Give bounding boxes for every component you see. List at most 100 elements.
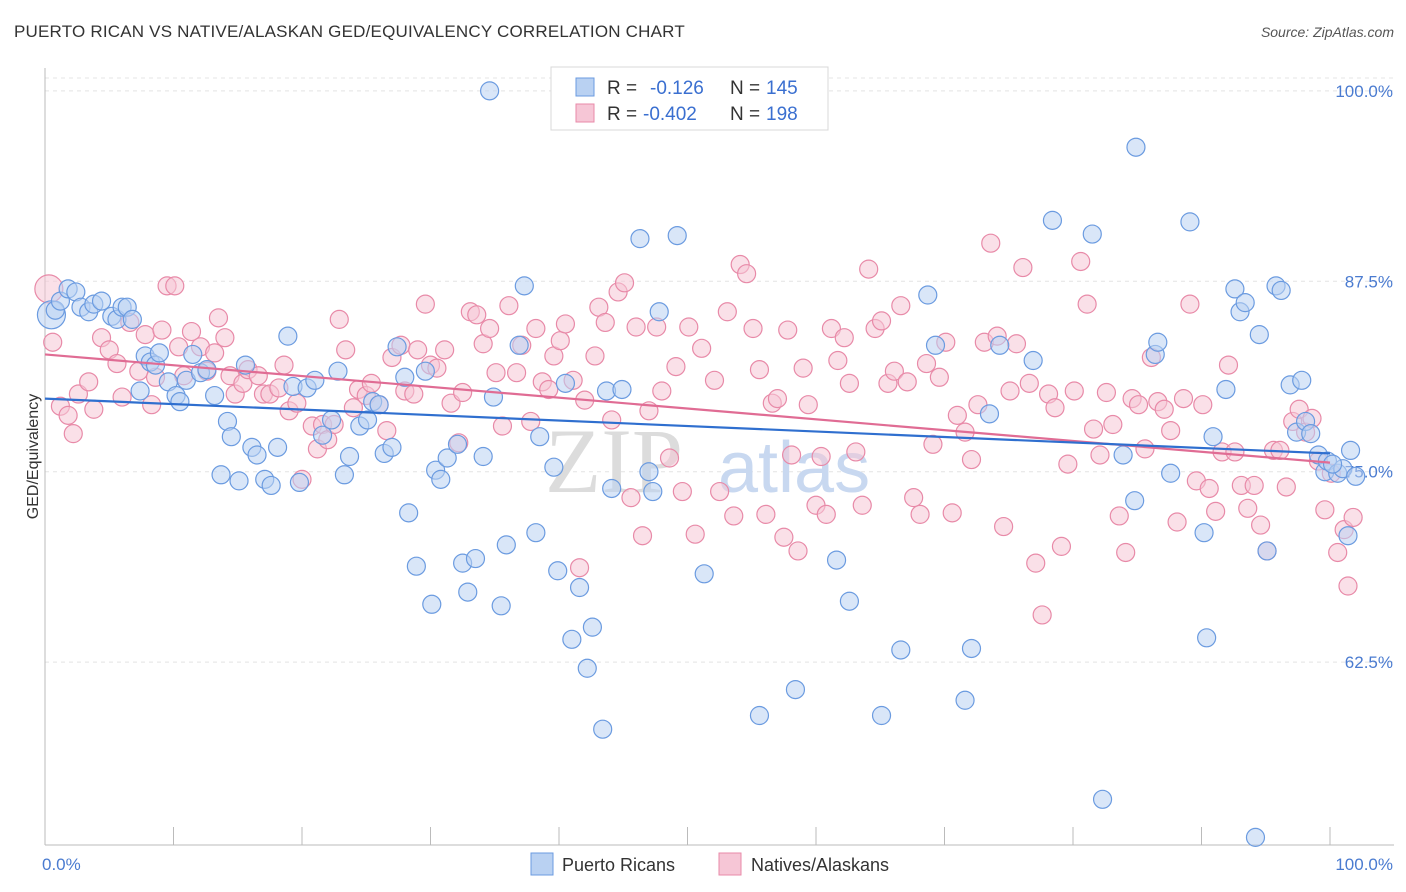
puerto-ricans-point [785,679,806,700]
legend: R = -0.126 N = 145 R = -0.402 N = 198 [550,66,829,131]
natives-alaskans-point [756,504,776,524]
natives-alaskans-point [1032,605,1052,625]
natives-alaskans-point [43,332,63,352]
natives-alaskans-point [1013,257,1033,278]
puerto-ricans-point [183,344,203,365]
puerto-ricans-point [1082,224,1102,244]
natives-alaskans-point [336,340,356,360]
puerto-ricans-point [1225,279,1245,299]
puerto-ricans-point [979,404,1000,424]
natives-alaskans-point [1193,395,1213,415]
natives-alaskans-point [208,308,229,328]
natives-alaskans-point [550,331,570,351]
puerto-ricans-point [555,373,576,393]
natives-alaskans-point [904,488,924,508]
puerto-ricans-point [1271,280,1291,301]
puerto-ricans-point [548,561,568,581]
legend-n-value-2: 198 [766,104,798,125]
puerto-ricans-point [437,448,457,468]
natives-alaskans-point [1077,294,1097,314]
legend-swatch-natives-alaskans [575,103,595,123]
puerto-ricans-point [211,465,231,485]
puerto-ricans-point [261,475,281,496]
puerto-ricans-point [235,355,256,375]
y-axis-title: GED/Equivalency [25,394,42,519]
natives-alaskans-point [415,294,435,314]
puerto-ricans-point [221,427,241,447]
puerto-ricans-point [312,425,333,445]
puerto-ricans-point [891,640,911,660]
puerto-ricans-point [1180,212,1200,232]
natives-alaskans-point [521,411,541,432]
legend-r-value-1: -0.126 [650,78,704,99]
natives-alaskans-point [1206,501,1226,521]
natives-alaskans-point [626,317,646,337]
natives-alaskans-point [135,325,155,345]
natives-alaskans-point [897,372,917,392]
natives-alaskans-point [994,516,1014,537]
puerto-ricans-point [1257,541,1277,561]
natives-alaskans-point [859,259,879,279]
natives-alaskans-point [621,488,641,508]
natives-alaskans-point [816,504,836,524]
trend-lines [44,353,1331,464]
puerto-ricans-point [562,629,582,649]
natives-alaskans-point [1315,500,1335,520]
puerto-ricans-point [514,276,534,296]
natives-alaskans-point [632,526,653,546]
puerto-ricans-point [612,379,632,400]
natives-alaskans-point [737,264,757,284]
natives-alaskans-point [68,384,89,404]
natives-alaskans-point [215,328,235,348]
natives-alaskans-point [679,317,699,337]
natives-alaskans-point [685,524,705,544]
puerto-ricans-point [1340,440,1361,461]
puerto-ricans-point [415,361,435,381]
y-tick-label-3: 100.0% [1335,82,1393,101]
puerto-ricans-point [1245,827,1266,847]
natives-alaskans-point [1090,445,1110,465]
legend-n-label-2: N = [730,104,760,125]
natives-alaskans-point [1238,498,1258,518]
legend-r-label-2: R = [607,104,637,125]
natives-alaskans-point [274,355,294,375]
legend-r-value-2: -0.402 [643,104,697,125]
puerto-ricans-point [305,370,325,390]
natives-alaskans-point [778,320,798,340]
natives-alaskans-point [923,434,943,454]
puerto-ricans-point [91,291,112,311]
natives-alaskans-point [1167,512,1187,532]
natives-alaskans-point [467,305,487,325]
natives-alaskans-point [329,309,349,329]
natives-alaskans-point [1103,414,1123,435]
legend-box [550,66,829,131]
natives-alaskans-point [1000,381,1020,401]
natives-alaskans-point [526,318,546,339]
puerto-ricans-point [339,446,360,467]
x-tick-label-max: 100.0% [1335,855,1393,874]
natives-alaskans-point [846,442,866,462]
puerto-ricans-point [447,434,468,454]
natives-alaskans-point [569,558,590,578]
bottom-legend-swatch-natives-alaskans [718,852,742,876]
natives-alaskans-point [1135,439,1155,459]
natives-alaskans-point [961,449,982,470]
natives-alaskans-point [659,448,680,468]
y-tick-label-0: 62.5% [1345,653,1393,672]
puerto-ricans-point [406,556,426,576]
natives-alaskans-point [1064,381,1084,401]
natives-alaskans-point [84,399,104,419]
puerto-ricans-point [1292,370,1312,390]
natives-alaskans-point [107,353,127,374]
bottom-legend-swatch-puerto-ricans [530,852,554,876]
natives-alaskans-point [781,445,802,465]
legend-n-value-1: 145 [766,78,798,99]
natives-alaskans-point [704,370,725,390]
natives-alaskans-point [793,358,813,378]
natives-alaskans-point [884,361,904,381]
natives-alaskans-point [788,541,808,561]
watermark-atlas: atlas [718,428,870,508]
natives-alaskans-point [499,296,519,316]
puerto-ricans-point [480,81,500,101]
natives-alaskans-point [929,367,949,387]
